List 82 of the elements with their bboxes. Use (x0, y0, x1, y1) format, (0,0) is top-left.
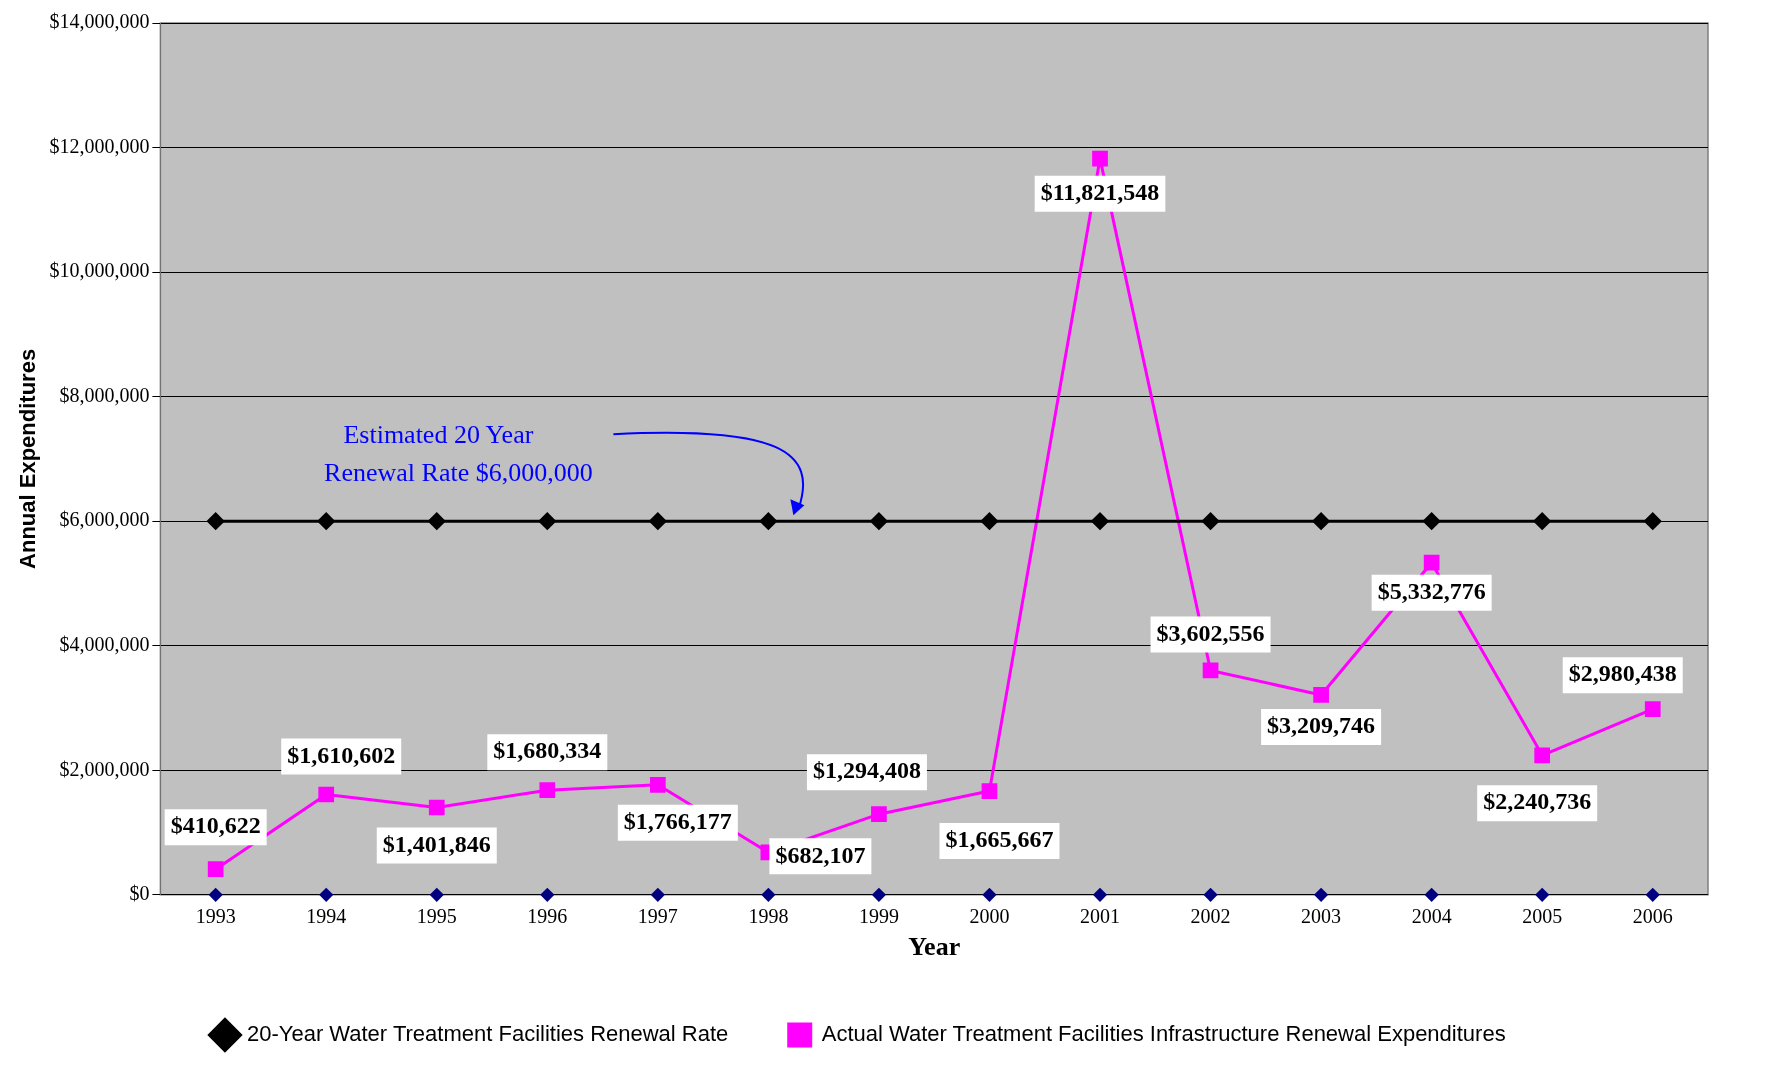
point (538, 512, 556, 530)
point (982, 888, 996, 902)
x-tick-label: 1995 (416, 905, 457, 928)
data-label: $1,401,846 (382, 830, 491, 857)
y-tick-label: $8,000,000 (59, 383, 150, 406)
point (1313, 687, 1329, 703)
data-label: $1,680,334 (493, 737, 602, 764)
x-tick-label: 2002 (1190, 905, 1231, 928)
data-label: $1,665,667 (945, 826, 1054, 853)
data-label: $410,622 (170, 812, 261, 839)
point (1202, 662, 1219, 679)
point (207, 861, 224, 878)
x-tick-label: 1993 (195, 905, 236, 928)
point (1644, 701, 1661, 718)
x-tick-label: 1997 (637, 905, 678, 928)
point (1535, 888, 1549, 902)
data-label: $2,240,736 (1483, 788, 1592, 815)
point (1423, 512, 1441, 530)
point (1204, 888, 1218, 902)
data-label: $1,294,408 (812, 757, 921, 784)
point (872, 888, 886, 902)
y-tick-label: $6,000,000 (59, 508, 150, 531)
point (649, 776, 666, 793)
data-label: $1,766,177 (623, 808, 732, 835)
point (871, 806, 887, 823)
point (428, 799, 445, 816)
x-tick-label: 1998 (748, 905, 789, 928)
point (1646, 888, 1660, 902)
point (759, 512, 777, 530)
point (1533, 512, 1551, 530)
y-tick-label: $10,000,000 (49, 259, 150, 282)
legend-label: Actual Water Treatment Facilities Infrastructure Renewal Expenditures (821, 1021, 1506, 1047)
y-axis-title: Annual Expenditures (15, 348, 41, 569)
data-label: $3,602,556 (1156, 619, 1265, 646)
legend-label: 20-Year Water Treatment Facilities Renewal Rate (246, 1021, 729, 1047)
x-tick-label: 2003 (1301, 905, 1342, 928)
point (980, 512, 998, 530)
point (430, 888, 444, 902)
y-tick-label: $14,000,000 (49, 10, 150, 33)
point (428, 512, 446, 530)
y-tick-label: $4,000,000 (59, 632, 150, 655)
point (651, 888, 665, 902)
y-tick-label: $2,000,000 (59, 757, 150, 780)
x-tick-label: 2000 (969, 905, 1010, 928)
point (870, 512, 888, 530)
point (1202, 512, 1220, 530)
point (1425, 888, 1439, 902)
point (1091, 512, 1109, 530)
y-tick-label: $0 (129, 882, 150, 905)
point (1423, 554, 1440, 571)
x-tick-label: 2001 (1080, 905, 1121, 928)
point (761, 888, 775, 902)
point (981, 783, 998, 799)
data-label: $682,107 (775, 841, 866, 868)
x-tick-label: 2005 (1522, 905, 1563, 928)
data-label: $5,332,776 (1377, 577, 1486, 604)
data-label: $1,610,602 (287, 741, 396, 768)
x-tick-label: 2004 (1411, 905, 1452, 928)
y-tick-label: $12,000,000 (49, 134, 150, 157)
point (1093, 888, 1107, 902)
data-label: $3,209,746 (1267, 712, 1376, 739)
point (317, 512, 335, 530)
point (319, 888, 333, 902)
data-label: $2,980,438 (1568, 660, 1677, 687)
point (207, 512, 225, 530)
point (1092, 150, 1108, 167)
x-tick-label: 1994 (306, 905, 347, 928)
point (540, 888, 554, 902)
point (539, 782, 556, 799)
point (1314, 888, 1328, 902)
x-tick-label: 1999 (858, 905, 899, 928)
point (209, 888, 223, 902)
point (1312, 512, 1330, 530)
x-tick-label: 1996 (527, 905, 568, 928)
point (649, 512, 667, 530)
x-axis-title: Year (908, 932, 961, 962)
data-label: $11,821,548 (1040, 178, 1160, 205)
point (1644, 512, 1662, 530)
point (318, 786, 335, 803)
annotation: Estimated 20 Year Renewal Rate $6,000,000 (324, 420, 593, 487)
x-tick-label: 2006 (1632, 905, 1673, 928)
point (1534, 747, 1551, 764)
